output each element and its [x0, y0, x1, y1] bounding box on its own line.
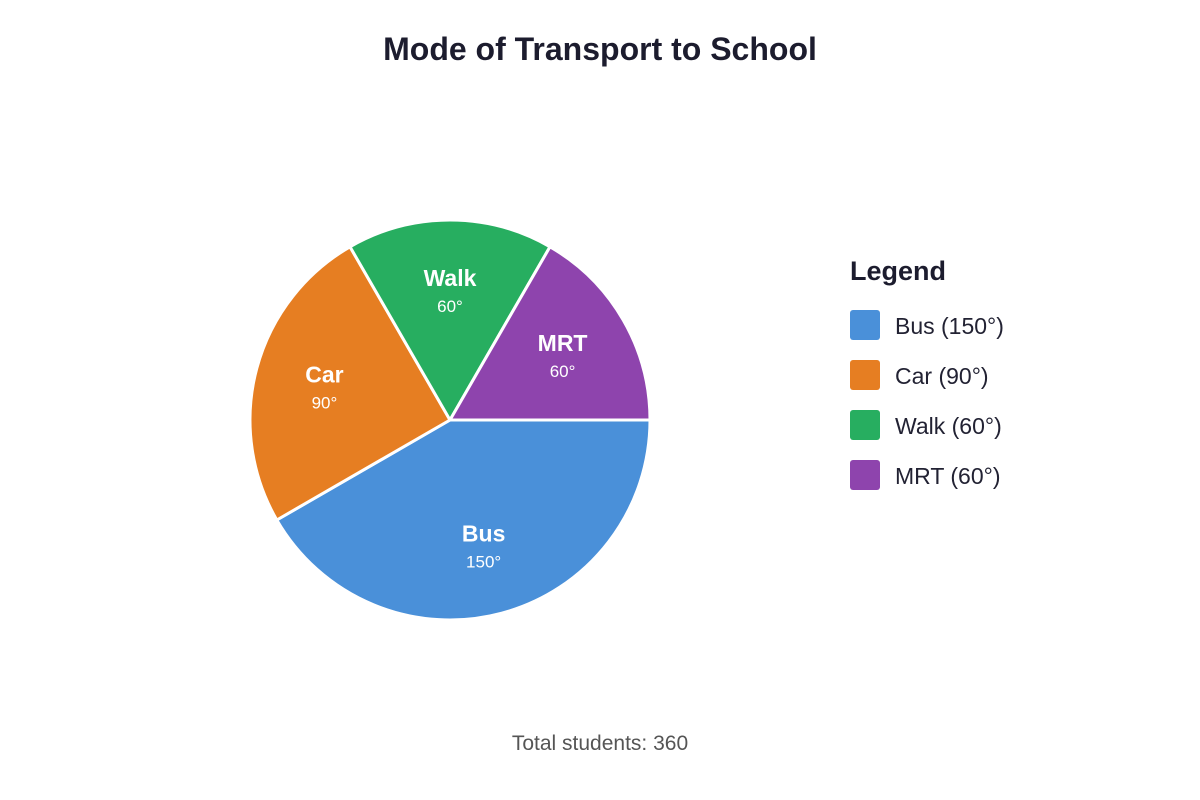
slice-label-walk: Walk [424, 265, 477, 291]
legend-entry-mrt: MRT (60°) [895, 463, 1000, 489]
legend-swatch-mrt [850, 460, 880, 490]
pie-slice-car [248, 245, 452, 522]
pie-slice-walk [348, 218, 552, 422]
pie-slice-mrt [448, 245, 652, 422]
slice-label-car: Car [305, 361, 343, 387]
legend: Legend Bus (150°) Car (90°) Walk (60°) MRT … [850, 256, 1004, 490]
slice-label-mrt: MRT [538, 330, 588, 356]
legend-swatch-bus [850, 310, 880, 340]
legend-entry-bus: Bus (150°) [895, 313, 1004, 339]
pie-slices [248, 218, 652, 622]
pie-slice-labels: Bus 150° Car 90° Walk 60° MRT 60° [305, 265, 587, 572]
slice-value-bus: 150° [466, 553, 501, 572]
legend-entry-walk: Walk (60°) [895, 413, 1002, 439]
slice-value-mrt: 60° [550, 362, 576, 381]
legend-title: Legend [850, 256, 946, 286]
total-students-note: Total students: 360 [512, 732, 688, 755]
chart-title: Mode of Transport to School [383, 31, 817, 67]
legend-swatch-car [850, 360, 880, 390]
slice-label-bus: Bus [462, 521, 505, 547]
slice-value-car: 90° [312, 393, 338, 412]
pie-slice-bus [275, 418, 652, 622]
legend-items: Bus (150°) Car (90°) Walk (60°) MRT (60°) [850, 310, 1004, 490]
legend-entry-car: Car (90°) [895, 363, 989, 389]
legend-swatch-walk [850, 410, 880, 440]
slice-value-walk: 60° [437, 297, 463, 316]
